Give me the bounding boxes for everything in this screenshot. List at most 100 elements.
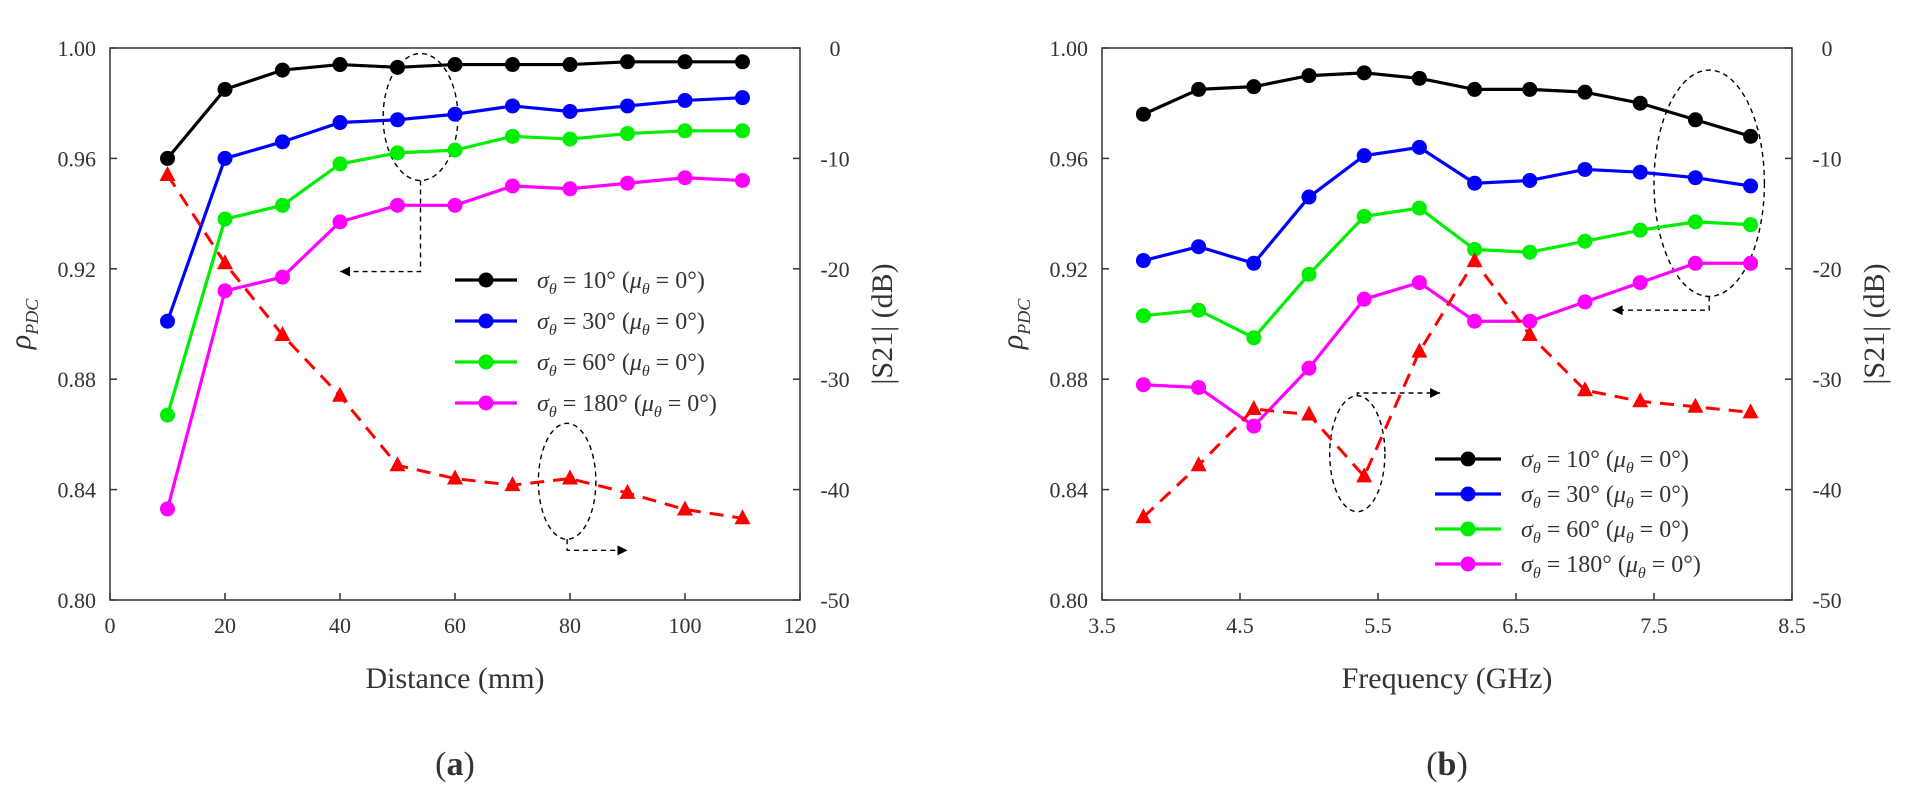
data-point bbox=[332, 115, 348, 131]
data-point-triangle bbox=[1190, 456, 1207, 472]
data-point bbox=[390, 112, 405, 128]
chart-panel-a: 0 20 40 60 80 100 120 0.80 0.84 0.88 0.92 0.96 1.00 -… bbox=[4, 36, 899, 783]
y-right-tick-label: -10 bbox=[820, 146, 849, 171]
x-tick-label: 3.5 bbox=[1088, 613, 1116, 638]
data-point bbox=[1301, 68, 1317, 84]
legend-label-sub: θ bbox=[1533, 565, 1541, 582]
legend-label-rest: = 30° ( bbox=[557, 309, 630, 335]
data-point-triangle bbox=[217, 254, 233, 270]
data-point bbox=[447, 197, 463, 213]
legend-label: σθ = 30° (μθ = 0°) bbox=[537, 309, 705, 339]
legend-label-sub2: θ bbox=[1626, 495, 1634, 512]
y-right-tick-label: -10 bbox=[1812, 146, 1841, 171]
data-point-triangle bbox=[619, 483, 636, 499]
legend-label: σθ = 10° (μθ = 0°) bbox=[1521, 447, 1689, 477]
y-right-axis-title: |S21| (dB) bbox=[866, 263, 899, 384]
y-left-tick-label: 0.80 bbox=[58, 588, 97, 613]
series-line bbox=[1142, 259, 1751, 519]
y-left-tick-label: 0.88 bbox=[58, 367, 97, 392]
data-point bbox=[677, 92, 693, 108]
data-point bbox=[1687, 112, 1703, 128]
data-point-triangle bbox=[1411, 342, 1428, 358]
data-point-triangle bbox=[1577, 381, 1593, 397]
data-point bbox=[1743, 178, 1759, 194]
series-line bbox=[165, 176, 743, 510]
series-line bbox=[166, 174, 743, 520]
y-left-axis-subscript: PDC bbox=[22, 298, 42, 336]
legend-label-sub2: θ bbox=[654, 404, 662, 421]
data-point bbox=[1632, 164, 1648, 180]
data-point bbox=[1467, 313, 1483, 329]
legend-label-sub: θ bbox=[1533, 530, 1541, 547]
y-left-tick-label: 0.96 bbox=[58, 146, 97, 171]
data-point bbox=[562, 103, 578, 119]
legend-label: σθ = 10° (μθ = 0°) bbox=[537, 268, 705, 298]
data-point bbox=[620, 98, 635, 114]
data-point bbox=[1632, 275, 1648, 291]
y-left-tick-label: 0.84 bbox=[58, 478, 97, 503]
legend-label-rest: = 30° ( bbox=[1541, 482, 1614, 508]
legend-label-sub2: θ bbox=[642, 363, 650, 380]
data-point bbox=[505, 98, 520, 114]
legend-label-rest: = 180° ( bbox=[1541, 552, 1626, 578]
data-point bbox=[447, 57, 463, 73]
legend-label-sym2: μ bbox=[1613, 447, 1626, 473]
legend-label-sym: σ bbox=[1521, 482, 1534, 508]
data-point bbox=[1246, 330, 1262, 346]
data-point bbox=[1191, 239, 1207, 255]
panel-label: (a) bbox=[435, 746, 475, 783]
data-point bbox=[1522, 172, 1538, 188]
data-point bbox=[1411, 275, 1427, 291]
data-point-triangle bbox=[1135, 508, 1152, 524]
data-point-triangle bbox=[332, 386, 348, 402]
x-tick-label: 60 bbox=[444, 613, 466, 638]
data-point bbox=[1356, 291, 1372, 307]
legend-label-sym: σ bbox=[537, 391, 550, 417]
panel-label-close: ) bbox=[464, 746, 475, 783]
legend-swatch-marker bbox=[1460, 486, 1476, 502]
series-line bbox=[1143, 261, 1751, 428]
series-line bbox=[1143, 145, 1751, 265]
legend-label-rest: = 180° ( bbox=[557, 391, 642, 417]
data-point bbox=[1356, 65, 1372, 81]
data-point bbox=[1522, 313, 1538, 329]
x-tick-label: 7.5 bbox=[1640, 613, 1668, 638]
data-point bbox=[1411, 70, 1427, 86]
x-tick-label: 120 bbox=[784, 613, 817, 638]
data-point bbox=[1135, 377, 1151, 393]
legend-label-sub: θ bbox=[1533, 495, 1541, 512]
chart-panel-b: 3.5 4.5 5.5 6.5 7.5 8.5 0.80 0.84 0.88 0.92 0.96 1.… bbox=[996, 36, 1891, 783]
data-point bbox=[390, 145, 405, 161]
y-right-tick-label: 0 bbox=[830, 36, 841, 61]
panel-label-open: ( bbox=[1426, 746, 1437, 783]
data-point bbox=[1411, 200, 1427, 216]
legend-swatch-marker bbox=[1460, 451, 1476, 467]
data-point bbox=[1246, 255, 1262, 271]
data-point-triangle bbox=[389, 456, 406, 472]
legend-label-sym2: μ bbox=[1613, 517, 1626, 543]
panel-label-open: ( bbox=[435, 746, 446, 783]
data-point bbox=[1301, 266, 1317, 282]
legend-label-sub2: θ bbox=[642, 322, 650, 339]
y-left-axis-title: ρPDC bbox=[996, 298, 1034, 350]
data-point bbox=[1743, 128, 1759, 144]
data-point bbox=[505, 57, 520, 73]
data-point bbox=[275, 134, 290, 150]
data-point bbox=[1687, 214, 1703, 230]
legend-label-sym: σ bbox=[537, 350, 550, 376]
panel-label-letter: a bbox=[447, 746, 464, 783]
data-point bbox=[1632, 95, 1648, 111]
annotation-arrowhead bbox=[617, 545, 628, 556]
data-point bbox=[1687, 255, 1703, 271]
legend-swatch-marker bbox=[478, 313, 494, 329]
data-point bbox=[1356, 148, 1372, 164]
data-point bbox=[620, 54, 635, 70]
data-point-triangle bbox=[734, 509, 751, 525]
legend-swatch-marker bbox=[1460, 521, 1476, 537]
x-tick-label: 80 bbox=[559, 613, 581, 638]
x-tick-label: 5.5 bbox=[1364, 613, 1392, 638]
data-point-triangle bbox=[1301, 405, 1317, 421]
series-line bbox=[1142, 71, 1752, 138]
data-point bbox=[1743, 255, 1759, 271]
